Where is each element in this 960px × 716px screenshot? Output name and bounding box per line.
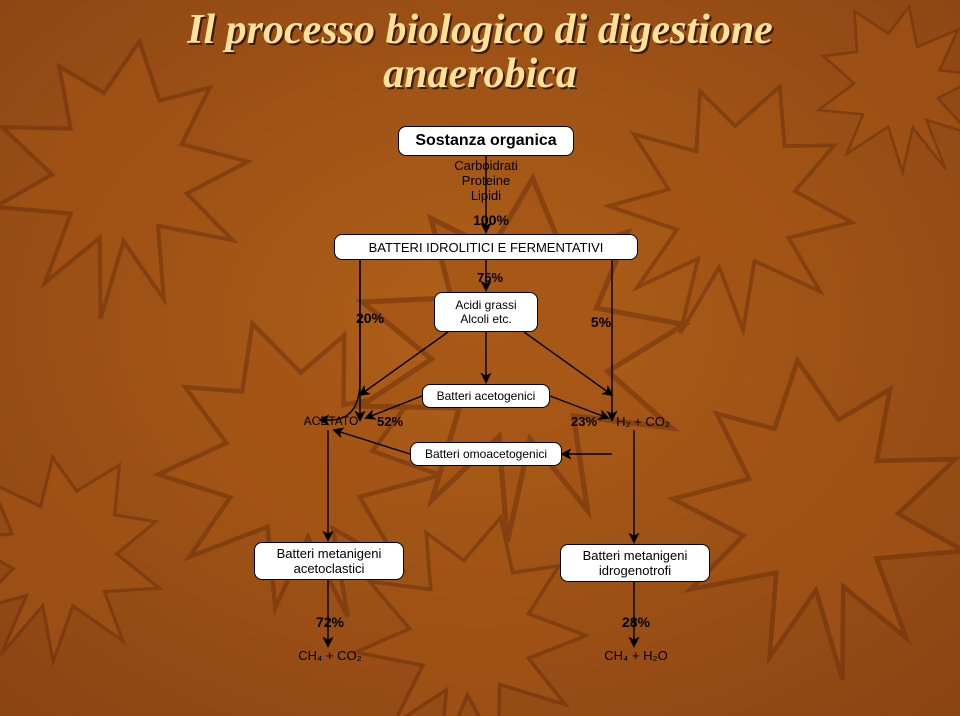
node-acetoclastici: Batteri metanigeni acetoclastici xyxy=(254,542,404,580)
node-omoaceto: Batteri omoacetogenici xyxy=(410,442,562,466)
slide: Il processo biologico di digestioneanaer… xyxy=(0,0,960,716)
node-componenti: Carboidrati Proteine Lipidi xyxy=(446,158,526,203)
node-p28: 28% xyxy=(616,614,656,630)
node-p100: 100% xyxy=(466,212,516,228)
node-h2co2: H₂ + CO₂ xyxy=(608,414,678,429)
node-ch4h2o: CH₄ + H₂O xyxy=(596,648,676,663)
node-p52: 52% xyxy=(370,414,410,429)
node-fermentativi: BATTERI IDROLITICI E FERMENTATIVI xyxy=(334,234,638,260)
node-acidi: Acidi grassi Alcoli etc. xyxy=(434,292,538,332)
node-sostanza: Sostanza organica xyxy=(398,126,574,156)
flow-arrows xyxy=(0,0,960,716)
node-p75: 75% xyxy=(470,270,510,285)
node-acetato: ACETATO xyxy=(296,414,366,428)
node-idrogenotrofi: Batteri metanigeni idrogenotrofi xyxy=(560,544,710,582)
node-p5: 5% xyxy=(586,314,616,330)
node-p20: 20% xyxy=(350,310,390,326)
node-p72: 72% xyxy=(310,614,350,630)
node-ch4co2: CH₄ + CO₂ xyxy=(290,648,370,663)
node-p23: 23% xyxy=(564,414,604,429)
node-acetogenici: Batteri acetogenici xyxy=(422,384,550,408)
